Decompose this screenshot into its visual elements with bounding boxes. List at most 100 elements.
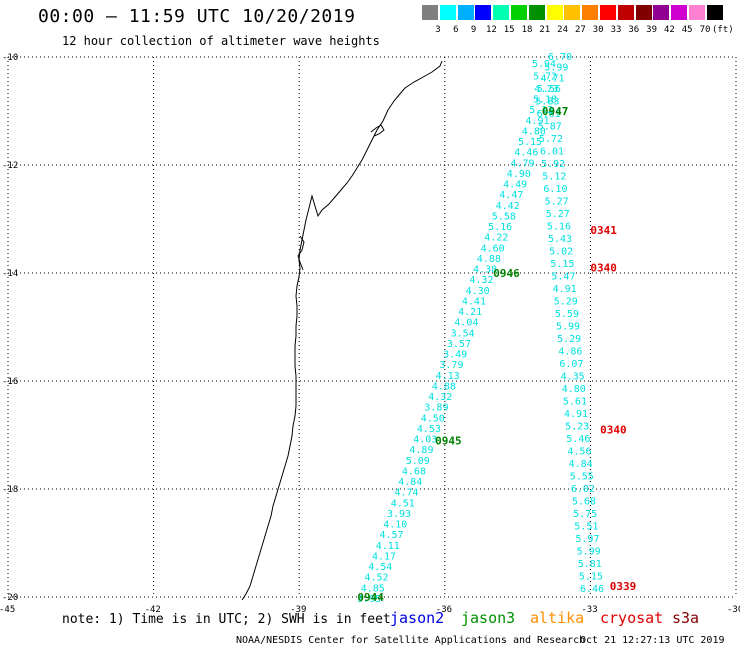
- swh-value: 4.57: [380, 530, 404, 541]
- note-text: note: 1) Time is in UTC; 2) SWH is in fe…: [62, 612, 391, 627]
- colorbar-swatch: [564, 5, 581, 20]
- swh-value: 5.23: [565, 422, 589, 433]
- lon-tick-label: -30: [727, 605, 740, 615]
- swh-value: 4.11: [376, 541, 400, 552]
- colorbar-swatch: [457, 5, 474, 20]
- lat-tick-label: -10: [2, 53, 18, 63]
- satellite-cryosat: cryosat: [600, 609, 664, 627]
- swh-value: 4.17: [372, 552, 396, 563]
- swh-value: 4.91: [564, 409, 588, 420]
- swh-value: 5.15: [550, 259, 574, 270]
- colorbar-label: 39: [646, 25, 658, 35]
- swh-value: 5.43: [548, 234, 572, 245]
- swh-value: 5.56: [537, 84, 561, 95]
- pass-time-label: 0341: [590, 224, 617, 237]
- colorbar-label: 33: [610, 25, 622, 35]
- pass-time-label: 0340: [590, 262, 617, 275]
- swh-value: 5.59: [555, 309, 579, 320]
- lon-tick-label: -39: [290, 605, 306, 615]
- swh-value: 6.02: [571, 484, 595, 495]
- swh-value: 5.27: [546, 209, 570, 220]
- colorbar-swatch: [635, 5, 652, 20]
- lat-tick-label: -18: [2, 485, 18, 495]
- swh-value: 5.29: [557, 334, 581, 345]
- swh-value: 4.30: [466, 286, 490, 297]
- pass-time-label: 0946: [493, 267, 520, 280]
- swh-value: 4.10: [383, 520, 407, 531]
- swh-value: 4.80: [522, 126, 546, 137]
- lat-tick-label: -12: [2, 161, 18, 171]
- swh-value: 4.38: [473, 265, 497, 276]
- swh-value: 4.91: [553, 284, 577, 295]
- swh-value: 5.55: [570, 472, 594, 483]
- colorbar-label: 21: [539, 25, 551, 35]
- footer-credit: NOAA/NESDIS Center for Satellite Applica…: [236, 635, 586, 646]
- colorbar-label: 15: [503, 25, 515, 35]
- swh-value: 5.81: [578, 559, 602, 570]
- lat-tick-label: -20: [2, 593, 18, 603]
- swh-value: 3.54: [451, 328, 475, 339]
- colorbar-swatch: [511, 5, 527, 20]
- swh-value: 4.32: [428, 392, 452, 403]
- colorbar-swatch: [493, 5, 510, 20]
- colorbar-label: (ft): [711, 25, 734, 35]
- swh-value: 4.41: [462, 296, 486, 307]
- colorbar-swatch: [475, 5, 492, 20]
- swh-value: 3.93: [387, 509, 411, 520]
- swh-value: 5.12: [529, 105, 553, 116]
- swh-value: 4.84: [569, 459, 593, 470]
- swh-value: 4.03: [413, 435, 437, 446]
- swh-value: 5.02: [549, 247, 573, 258]
- swh-value: 5.16: [488, 222, 512, 233]
- colorbar-label: 12: [485, 25, 497, 35]
- swh-value: 5.09: [406, 456, 430, 467]
- colorbar-swatch: [653, 5, 670, 20]
- time-label-layer: 0947 0946 0945 0944 0341 0340 0340 0339: [357, 105, 636, 604]
- swh-value: 6.01: [537, 109, 561, 120]
- colorbar-label: 30: [592, 25, 604, 35]
- swh-value: 5.75: [573, 509, 597, 520]
- track-layer: 6.705.994.715.565.185.124.914.805.154.46…: [357, 52, 604, 605]
- coastline-bay: [370, 124, 385, 137]
- pass-time-label: 0945: [435, 434, 462, 447]
- colorbar-swatch: [422, 5, 438, 20]
- swh-value: 5.47: [551, 272, 575, 283]
- swh-value: 4.13: [436, 371, 460, 382]
- swh-value: 4.56: [567, 447, 591, 458]
- swh-value: 4.50: [421, 413, 445, 424]
- swh-value: 5.99: [577, 547, 601, 558]
- colorbar-swatch: [582, 5, 599, 20]
- swh-value: 4.91: [526, 116, 550, 127]
- colorbar-label: 27: [574, 25, 586, 35]
- swh-value: 4.68: [402, 467, 426, 478]
- satellite-altika: altika: [530, 609, 585, 627]
- swh-value: 5.87: [538, 122, 562, 133]
- swh-value: 5.46: [566, 434, 590, 445]
- swh-value: 3.89: [424, 403, 448, 414]
- swh-value: 4.90: [507, 169, 531, 180]
- axis-ticks: -10 -12 -14 -16 -18 -20 -45 -42 -39 -36 -33 -30: [0, 53, 740, 615]
- colorbar-swatch: [439, 5, 456, 20]
- swh-value: 4.46: [514, 148, 538, 159]
- swh-value: 5.99: [544, 63, 568, 74]
- swh-value: 4.85: [361, 583, 385, 594]
- swh-value: 6.07: [559, 359, 583, 370]
- satellite-jason2: jason2: [390, 609, 445, 627]
- colorbar-label: 45: [681, 25, 693, 35]
- map-grid: [7, 56, 737, 598]
- swh-value: 5.12: [542, 172, 566, 183]
- swh-value: 3.49: [443, 350, 467, 361]
- colorbar-label: 24: [557, 25, 569, 35]
- swh-value: 6.70: [548, 52, 572, 63]
- swh-value: 6.10: [543, 184, 567, 195]
- swh-value: 4.51: [391, 498, 415, 509]
- swh-value: 4.84: [398, 477, 422, 488]
- satellite-s3a: s3a: [672, 609, 700, 627]
- swh-value: 5.51: [574, 522, 598, 533]
- swh-value: 4.47: [499, 190, 523, 201]
- swh-value: 4.52: [365, 573, 389, 584]
- swh-value: 5.58: [492, 211, 516, 222]
- swh-value: 4.74: [395, 488, 419, 499]
- swh-value: 4.53: [417, 424, 441, 435]
